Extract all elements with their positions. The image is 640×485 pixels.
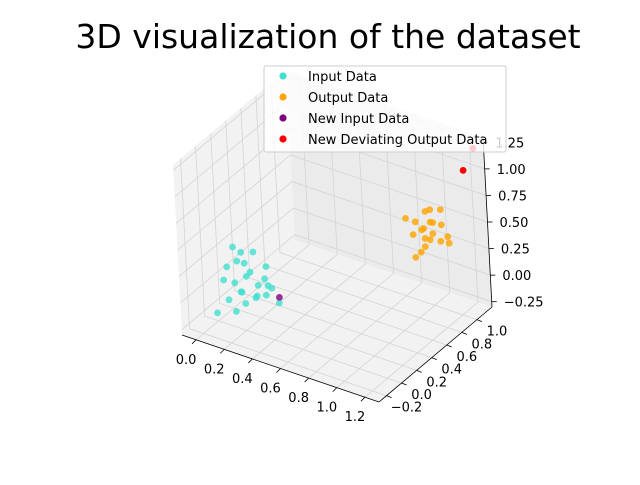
- x-tick-mark: [332, 387, 338, 392]
- z-tick-label: 0.00: [502, 269, 531, 284]
- data-point: [459, 167, 467, 174]
- data-point: [220, 276, 228, 284]
- grid-line-z: [177, 154, 488, 251]
- data-point: [233, 257, 241, 265]
- data-point: [275, 299, 283, 307]
- grid-line-y: [180, 158, 387, 397]
- legend-label: New Input Data: [308, 112, 409, 127]
- x-tick-mark: [248, 358, 253, 364]
- data-point: [429, 219, 437, 227]
- data-point: [436, 206, 444, 214]
- x-tick-mark: [191, 339, 197, 345]
- y-tick-mark: [386, 395, 392, 399]
- grid-line-y: [240, 107, 447, 346]
- x-tick-label: 0.0: [176, 353, 197, 368]
- y-tick-label: 0.8: [472, 337, 493, 352]
- z-tick-label: 0.75: [498, 189, 527, 204]
- data-point: [240, 259, 248, 267]
- data-point: [253, 292, 261, 300]
- grid-line-z: [181, 234, 492, 330]
- data-point: [225, 296, 233, 304]
- y-tick-label: 0.0: [411, 388, 432, 403]
- y-tick-label: 1.0: [487, 325, 508, 340]
- z-tick-label: −0.25: [504, 296, 544, 311]
- grid-line-y: [225, 120, 432, 359]
- y-axis-line: [378, 306, 493, 403]
- x-tick-label: 0.8: [288, 391, 309, 406]
- data-point: [237, 248, 245, 256]
- legend-label: Input Data: [308, 70, 377, 85]
- legend-marker: [279, 72, 287, 80]
- x-tick-mark: [360, 396, 366, 402]
- y-tick-mark: [416, 369, 422, 373]
- data-point: [437, 221, 445, 229]
- x-tick-mark: [219, 349, 225, 354]
- y-tick-label: 0.6: [456, 350, 477, 365]
- x-tick-label: 0.4: [232, 372, 253, 387]
- legend: Input Data Output Data New Input Data New D…: [263, 65, 507, 153]
- legend-marker: [279, 135, 287, 143]
- y-tick-label: 0.2: [426, 375, 447, 390]
- data-point: [242, 273, 250, 280]
- legend-label: New Deviating Output Data: [308, 133, 487, 148]
- data-point: [417, 248, 425, 256]
- data-point: [261, 275, 268, 283]
- data-point: [276, 294, 283, 301]
- data-point: [444, 233, 452, 241]
- z-tick-label: 1.00: [497, 163, 526, 178]
- grid-line-y: [210, 133, 417, 371]
- x-tick-label: 0.2: [204, 362, 225, 377]
- data-point: [421, 243, 429, 251]
- y-tick-label: −0.2: [391, 401, 423, 416]
- data-point: [412, 254, 420, 261]
- data-point: [223, 263, 231, 271]
- data-point: [426, 206, 434, 214]
- y-tick-mark: [461, 331, 468, 335]
- data-point: [429, 230, 437, 238]
- data-point: [214, 309, 221, 317]
- data-point: [249, 248, 257, 256]
- data-point: [233, 308, 240, 315]
- data-point: [262, 291, 270, 299]
- grid-line-y: [195, 145, 402, 384]
- data-point: [421, 235, 429, 242]
- data-point: [254, 281, 262, 289]
- data-point: [229, 243, 236, 251]
- data-point: [237, 288, 245, 296]
- y-tick-mark: [431, 357, 437, 361]
- legend-box: [263, 65, 507, 153]
- y-tick-label: 0.4: [441, 363, 462, 378]
- chart-title: 3D visualization of the dataset: [75, 17, 580, 56]
- data-point: [409, 231, 417, 239]
- tick-labels: 0.00.20.40.60.81.01.2−0.20.00.20.40.60.8…: [176, 136, 544, 425]
- data-point: [264, 282, 272, 290]
- data-point: [418, 226, 425, 234]
- x-tick-label: 0.6: [260, 382, 281, 397]
- legend-label: Output Data: [308, 91, 388, 106]
- data-point: [426, 236, 434, 244]
- data-point: [445, 239, 453, 247]
- z-tick-label: 0.25: [501, 243, 530, 258]
- x-tick-mark: [304, 377, 309, 383]
- y-tick-mark: [446, 344, 452, 348]
- data-point: [402, 215, 409, 222]
- legend-marker: [279, 114, 287, 122]
- z-tick-label: 0.50: [500, 216, 529, 231]
- y-tick-mark: [476, 319, 483, 323]
- axes-lines: [181, 136, 497, 403]
- data-points: [214, 145, 477, 317]
- data-point: [411, 218, 419, 226]
- legend-marker: [279, 93, 287, 101]
- y-tick-mark: [401, 382, 407, 386]
- data-point: [231, 279, 239, 287]
- data-point: [437, 237, 445, 245]
- x-tick-label: 1.2: [345, 410, 366, 425]
- x-tick-mark: [276, 368, 281, 373]
- data-point: [262, 263, 270, 270]
- x-tick-label: 1.0: [316, 401, 337, 416]
- data-point: [242, 300, 250, 307]
